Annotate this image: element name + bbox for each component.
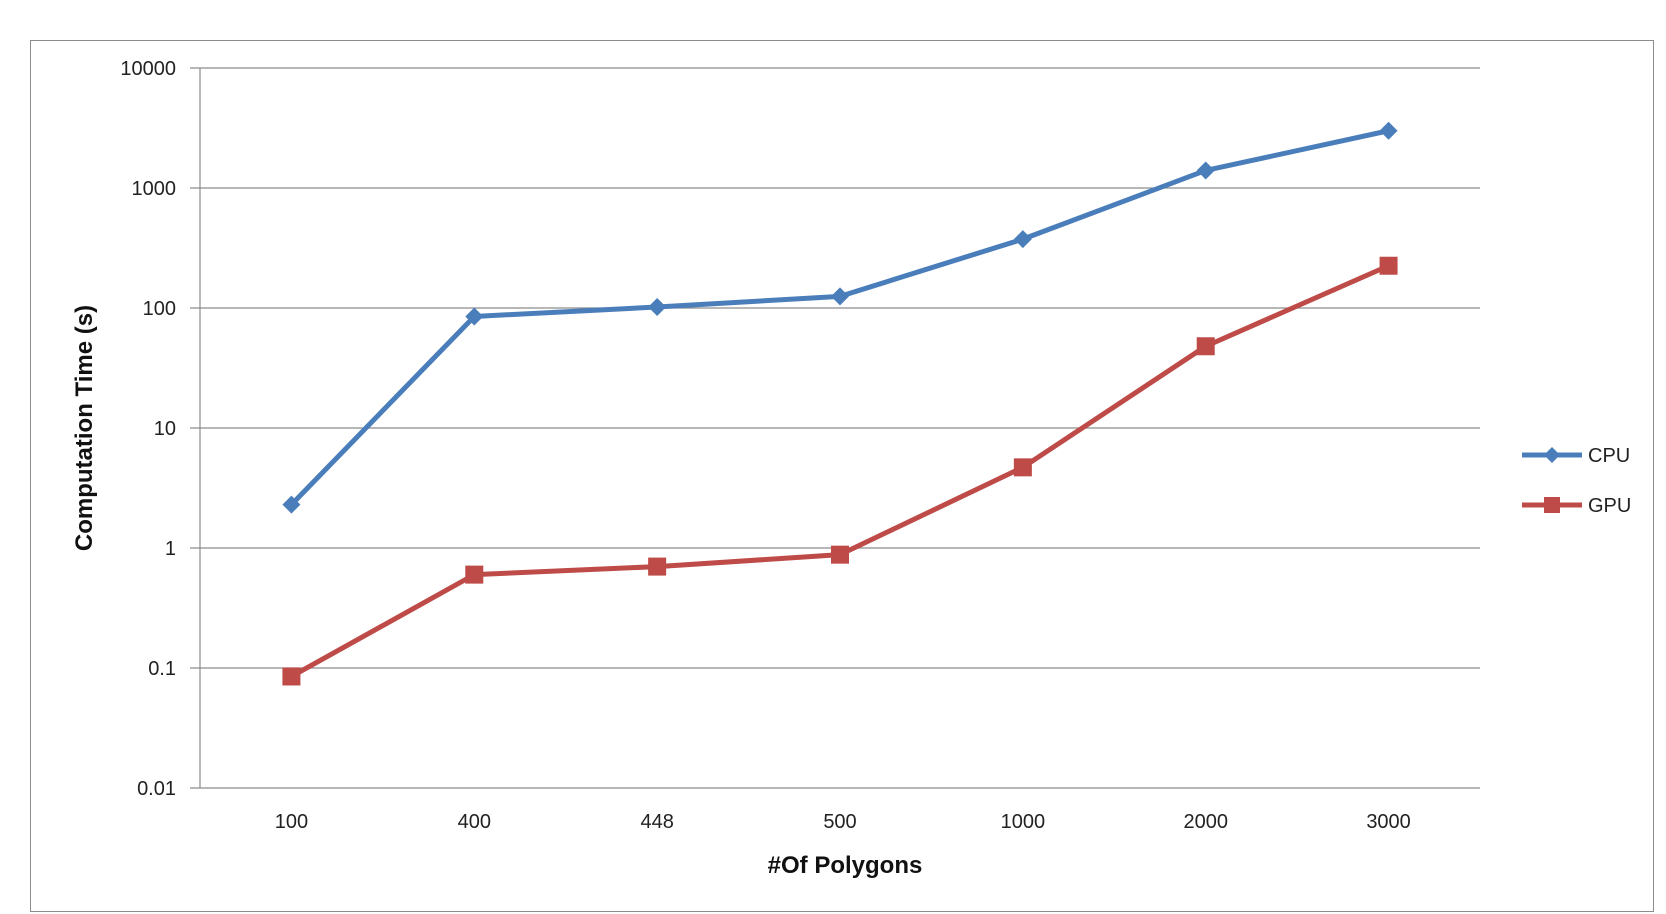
series-line xyxy=(290,263,1390,679)
y-tick-label: 10 xyxy=(154,418,176,440)
data-point-square xyxy=(648,557,667,576)
legend-marker xyxy=(1544,497,1560,513)
data-point-square xyxy=(465,565,484,584)
series xyxy=(282,121,1398,686)
y-tick-label: 10000 xyxy=(120,58,176,80)
y-tick-label: 0.01 xyxy=(137,778,176,800)
legend-item-gpu: GPU xyxy=(1522,495,1631,517)
chart-frame xyxy=(30,40,1654,912)
y-axis-title: Computation Time (s) xyxy=(71,305,98,551)
x-tick-labels: 100 400 448 500 1000 2000 3000 xyxy=(275,811,1411,833)
x-tick-label: 2000 xyxy=(1183,811,1228,833)
legend-label: CPU xyxy=(1588,445,1630,467)
y-tick-label: 0.1 xyxy=(148,658,176,680)
data-point-diamond xyxy=(465,307,484,326)
data-point-diamond xyxy=(831,287,849,306)
legend-marker xyxy=(1544,447,1560,463)
series-cpu xyxy=(282,121,1398,514)
data-point-square xyxy=(831,545,849,564)
data-point-square xyxy=(282,667,301,686)
data-point-square xyxy=(1196,337,1215,356)
data-point-diamond xyxy=(282,495,301,514)
legend: CPU GPU xyxy=(1522,445,1631,517)
series-line xyxy=(289,128,1390,507)
gridlines xyxy=(190,67,1480,789)
data-point-diamond xyxy=(1013,230,1032,249)
data-point-square xyxy=(1379,256,1398,275)
x-tick-label: 1000 xyxy=(1001,811,1046,833)
x-tick-label: 448 xyxy=(640,811,673,833)
data-point-diamond xyxy=(648,297,667,316)
y-tick-labels: 10000 1000 100 10 1 0.1 0.01 xyxy=(120,58,176,800)
x-tick-label: 3000 xyxy=(1366,811,1411,833)
y-tick-label: 1000 xyxy=(132,178,177,200)
x-tick-label: 100 xyxy=(275,811,308,833)
x-axis-title: #Of Polygons xyxy=(768,852,923,879)
data-point-square xyxy=(1013,458,1032,477)
x-tick-label: 400 xyxy=(458,811,491,833)
x-tick-label: 500 xyxy=(823,811,856,833)
y-tick-label: 100 xyxy=(143,298,176,320)
legend-item-cpu: CPU xyxy=(1522,445,1630,467)
data-point-diamond xyxy=(1379,121,1398,140)
y-tick-label: 1 xyxy=(165,538,176,560)
data-point-diamond xyxy=(1196,161,1215,180)
legend-label: GPU xyxy=(1588,495,1631,517)
series-gpu xyxy=(282,256,1398,686)
